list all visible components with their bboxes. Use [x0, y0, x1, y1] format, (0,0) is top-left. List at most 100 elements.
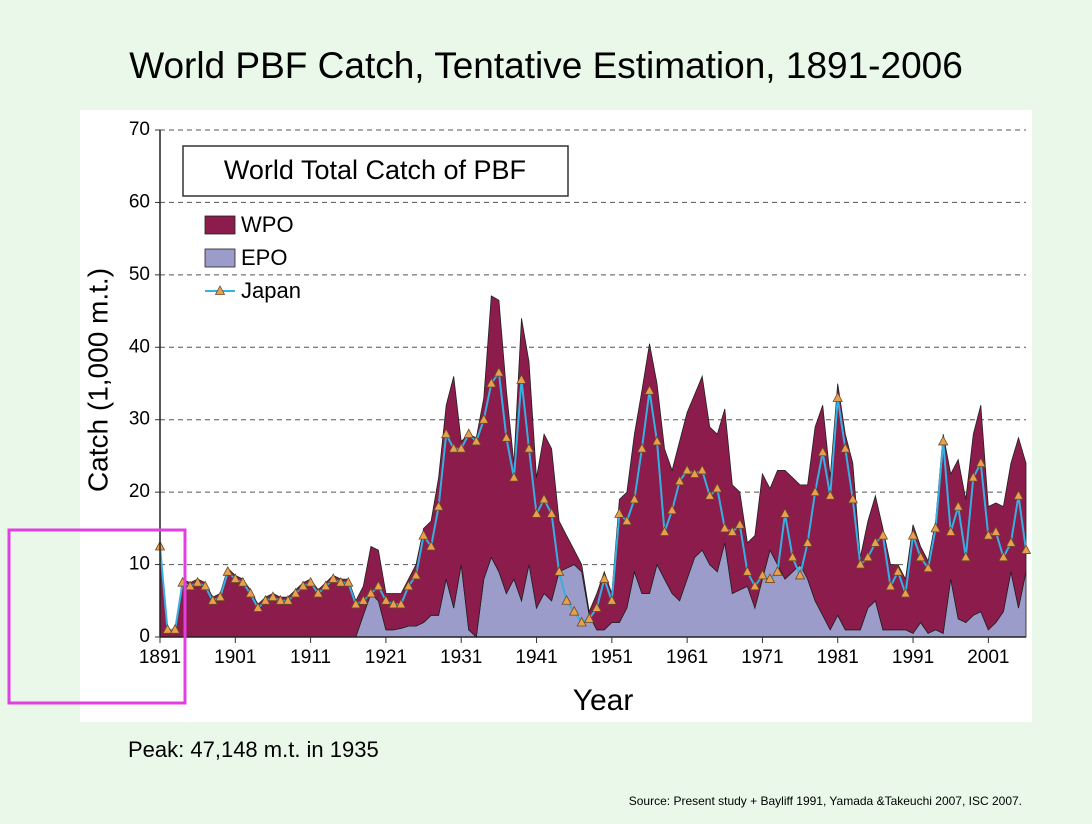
marker: [794, 569, 806, 580]
highlight-box: [7, 528, 187, 705]
marker: [335, 576, 346, 587]
marker: [486, 377, 497, 388]
legend-label: EPO: [241, 245, 287, 270]
marker: [410, 569, 422, 580]
marker: [825, 489, 836, 500]
y-tick-label: 20: [129, 481, 150, 502]
source-note: Source: Present study + Bayliff 1991, Ya…: [629, 794, 1022, 808]
marker: [448, 442, 459, 453]
marker: [764, 573, 776, 583]
marker: [478, 413, 489, 424]
marker: [380, 594, 392, 605]
marker: [757, 569, 768, 580]
marker: [900, 587, 911, 598]
slide-title: World PBF Catch, Tentative Estimation, 1…: [129, 45, 963, 86]
marker: [885, 580, 896, 591]
y-tick-label: 70: [129, 119, 150, 140]
marker: [553, 565, 565, 576]
marker: [983, 529, 994, 540]
marker: [523, 442, 535, 453]
x-tick-label: 1911: [290, 647, 331, 668]
marker: [651, 435, 663, 446]
marker: [584, 613, 595, 623]
marker: [162, 623, 173, 634]
marker: [975, 457, 986, 468]
y-tick-label: 40: [129, 336, 150, 357]
marker: [591, 602, 602, 612]
marker: [832, 392, 843, 402]
chart-title: World Total Catch of PBF: [224, 155, 526, 185]
marker: [222, 565, 233, 576]
marker: [614, 508, 625, 518]
marker: [968, 471, 979, 482]
x-axis-label: Year: [573, 684, 634, 717]
marker: [343, 576, 354, 587]
marker: [282, 594, 294, 605]
marker: [501, 431, 512, 442]
marker: [855, 558, 866, 569]
x-tick-label: 1931: [440, 647, 482, 668]
x-tick-label: 1921: [365, 647, 407, 668]
marker: [297, 580, 309, 591]
marker: [742, 565, 753, 576]
marker: [463, 428, 474, 439]
marker: [787, 551, 798, 562]
marker: [990, 526, 1002, 536]
marker: [237, 576, 248, 587]
marker: [245, 587, 256, 598]
marker: [877, 529, 889, 540]
marker: [215, 591, 226, 602]
marker: [915, 551, 926, 562]
marker: [779, 508, 791, 518]
marker: [840, 442, 851, 453]
marker: [531, 508, 542, 518]
x-tick-label: 1961: [666, 647, 708, 668]
y-tick-label: 30: [129, 409, 150, 430]
marker: [456, 442, 467, 453]
x-tick-label: 1901: [214, 647, 256, 668]
marker: [629, 493, 640, 504]
marker: [395, 598, 407, 609]
x-tick-label: 1971: [741, 647, 783, 668]
marker: [433, 500, 444, 511]
marker: [230, 573, 241, 583]
marker: [802, 536, 813, 547]
marker: [847, 493, 858, 504]
x-tick-label: 1891: [139, 647, 181, 668]
marker: [930, 522, 941, 533]
marker: [734, 518, 746, 529]
marker: [365, 587, 377, 598]
x-tick-label: 1951: [591, 647, 633, 668]
marker: [471, 435, 482, 446]
marker: [892, 565, 904, 576]
marker: [169, 623, 181, 634]
marker: [606, 594, 617, 605]
marker: [1020, 544, 1032, 554]
marker: [674, 475, 685, 486]
marker: [599, 573, 610, 583]
marker: [350, 598, 361, 609]
marker: [681, 464, 693, 475]
marker: [516, 374, 527, 384]
marker: [689, 468, 700, 478]
y-tick-label: 0: [139, 626, 150, 647]
marker: [697, 464, 708, 475]
marker: [418, 529, 429, 540]
y-axis-label: Catch (1,000 m.t.): [82, 268, 113, 492]
marker: [207, 594, 218, 605]
marker: [538, 493, 550, 504]
marker: [373, 580, 384, 591]
legend-marker: [214, 285, 226, 295]
marker: [862, 551, 874, 562]
marker: [704, 489, 715, 500]
marker: [712, 482, 723, 493]
marker: [945, 526, 956, 536]
y-tick-label: 60: [129, 191, 150, 212]
x-tick-label: 1941: [515, 647, 557, 668]
marker: [953, 500, 964, 511]
marker: [569, 605, 580, 616]
inset-title-box: [182, 145, 569, 197]
marker: [320, 580, 331, 591]
